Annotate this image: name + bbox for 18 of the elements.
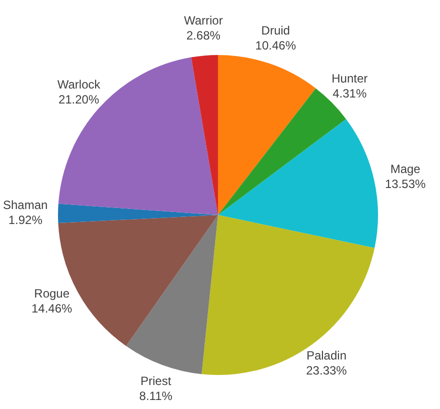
slice-label: Druid [261, 24, 290, 38]
data-label: 8.11% [139, 389, 173, 404]
data-label: 23.33% [306, 364, 348, 378]
data-label: 1.92% [8, 213, 43, 228]
data-label: 21.20% [58, 92, 100, 107]
slice-label: Warrior [184, 14, 223, 28]
data-label: 10.46% [255, 38, 296, 53]
slice-label: Shaman [2, 198, 48, 212]
slice-label: Mage [390, 162, 421, 176]
slice-label: Paladin [306, 348, 346, 363]
slice-label: Rogue [34, 286, 70, 300]
data-label: 14.46% [31, 301, 73, 316]
slice-label: Warlock [57, 78, 102, 92]
data-label: 4.31% [332, 86, 367, 101]
data-label: 13.53% [384, 176, 426, 191]
slice-label: Priest [140, 374, 172, 388]
data-label: 2.68% [186, 28, 221, 43]
slice-label: Hunter [332, 72, 368, 86]
